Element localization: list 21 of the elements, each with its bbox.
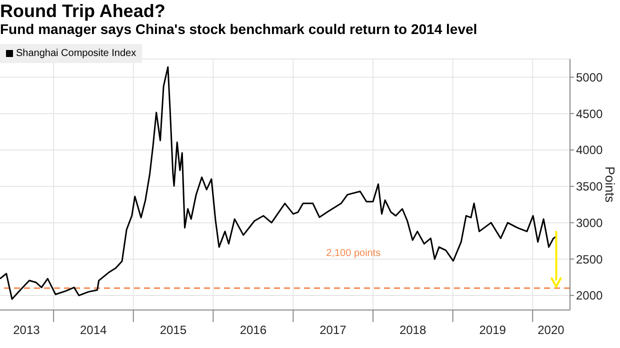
y-tick-label: 3500	[576, 180, 604, 194]
legend-label: Shanghai Composite Index	[15, 48, 136, 59]
y-axis-title: Points	[602, 166, 618, 204]
y-tick-label: 4500	[576, 106, 604, 121]
y-tick-label: 4000	[576, 143, 604, 158]
x-tick-label: 2016	[240, 323, 267, 337]
y-tick-label: 5000	[576, 70, 604, 84]
x-tick-label: 2018	[399, 323, 426, 337]
y-tick-label: 3000	[576, 216, 604, 230]
ref-line-label: 2,100 points	[326, 248, 381, 260]
x-tick-label: 2014	[80, 323, 108, 337]
chart-title: Round Trip Ahead?	[0, 1, 166, 22]
x-tick-label: 2019	[479, 323, 506, 337]
x-tick-label: 2020	[538, 323, 565, 337]
chart-subtitle: Fund manager says China's stock benchmark could return to 2014 level	[0, 21, 478, 37]
x-tick-label: 2013	[13, 323, 40, 337]
y-tick-label: 2500	[576, 252, 604, 266]
line-series	[0, 66, 557, 300]
x-tick-label: 2017	[320, 323, 347, 337]
y-tick-label: 2000	[576, 288, 604, 303]
x-tick-label: 2015	[160, 323, 187, 337]
